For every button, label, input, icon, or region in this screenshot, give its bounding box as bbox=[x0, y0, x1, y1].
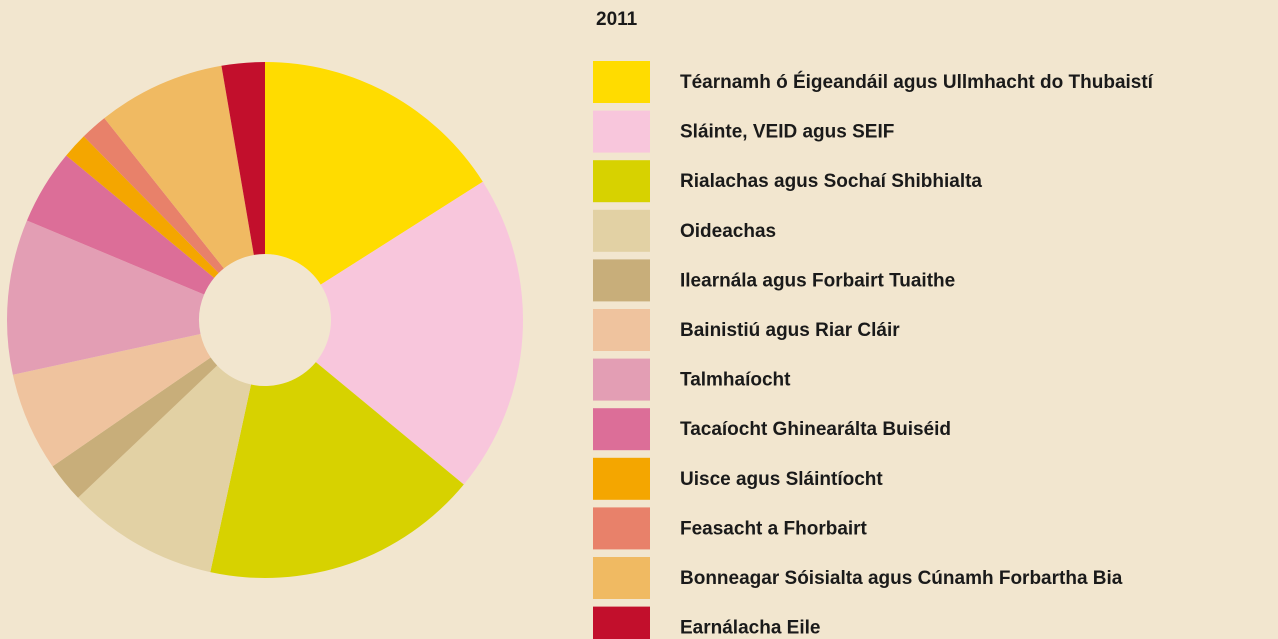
legend-label: Rialachas agus Sochaí Shibhialta bbox=[680, 171, 982, 192]
legend-swatch bbox=[593, 61, 650, 103]
legend-swatch bbox=[593, 457, 650, 500]
legend-swatch bbox=[593, 358, 650, 401]
pie-slice bbox=[221, 62, 265, 255]
legend-swatch bbox=[593, 309, 650, 351]
pie-slice bbox=[12, 333, 211, 467]
legend-label: Earnálacha Eile bbox=[680, 618, 820, 639]
legend-label: Talmhaíocht bbox=[680, 370, 791, 391]
pie-slice bbox=[265, 62, 483, 285]
legend-label: Bonneagar Sóisialta agus Cúnamh Forbarth… bbox=[680, 568, 1123, 589]
legend-swatch bbox=[593, 507, 650, 550]
legend-swatch bbox=[593, 557, 650, 599]
legend-label: Feasacht a Fhorbairt bbox=[680, 518, 868, 539]
pie-slice bbox=[210, 362, 464, 578]
legend-swatch bbox=[593, 408, 650, 451]
legend-label: Téarnamh ó Éigeandáil agus Ullmhacht do … bbox=[680, 71, 1154, 93]
legend-label: Ilearnála agus Forbairt Tuaithe bbox=[680, 270, 955, 291]
pie-slice bbox=[78, 365, 252, 573]
legend-label: Tacaíocht Ghinearálta Buiséid bbox=[680, 419, 951, 440]
legend-swatch bbox=[593, 606, 650, 639]
legend-label: Bainistiú agus Riar Cláir bbox=[680, 320, 900, 341]
pie-slice bbox=[26, 155, 215, 295]
legend-label: Sláinte, VEID agus SEIF bbox=[680, 122, 894, 143]
pie-slice bbox=[52, 357, 218, 498]
legend-swatch bbox=[593, 160, 650, 203]
legend-title: 2011 bbox=[596, 9, 638, 30]
legend-swatch bbox=[593, 209, 650, 252]
pie-slice bbox=[83, 118, 224, 274]
legend-label: Oideachas bbox=[680, 221, 776, 242]
legend-swatch bbox=[593, 110, 650, 153]
pie-slice bbox=[6, 220, 205, 375]
legend-label: Uisce agus Sláintíocht bbox=[680, 469, 883, 490]
pie-slice bbox=[66, 136, 219, 278]
legend-swatch bbox=[593, 259, 650, 302]
pie-slice bbox=[104, 65, 254, 269]
pie-slice bbox=[315, 181, 523, 485]
